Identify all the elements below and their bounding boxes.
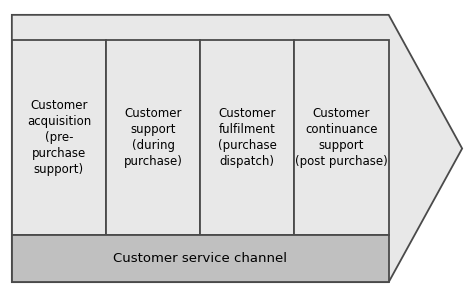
Bar bbox=[200, 40, 294, 235]
Text: Customer
fulfilment
(purchase
dispatch): Customer fulfilment (purchase dispatch) bbox=[218, 107, 277, 168]
Bar bbox=[106, 40, 200, 235]
Bar bbox=[294, 40, 389, 235]
Text: Customer
support
(during
purchase): Customer support (during purchase) bbox=[124, 107, 182, 168]
Bar bbox=[12, 40, 106, 235]
Text: Customer service channel: Customer service channel bbox=[113, 252, 287, 265]
Text: Customer
continuance
support
(post purchase): Customer continuance support (post purch… bbox=[295, 107, 388, 168]
Text: Customer
acquisition
(pre-
purchase
support): Customer acquisition (pre- purchase supp… bbox=[27, 99, 91, 176]
Polygon shape bbox=[12, 15, 462, 282]
Bar bbox=[12, 235, 389, 282]
